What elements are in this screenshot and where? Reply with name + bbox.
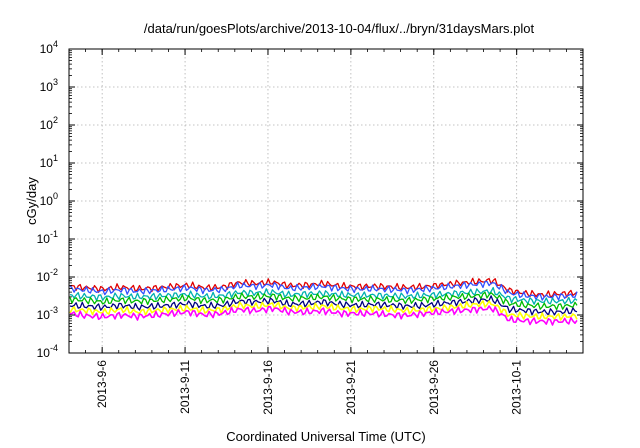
series-line-0	[69, 277, 578, 298]
y-tick-exponent: -2	[50, 267, 58, 277]
y-tick-exponent: 2	[53, 115, 58, 125]
y-tick-label: 10-2	[37, 267, 58, 284]
y-tick-exponent: 0	[53, 191, 58, 201]
x-axis-ticks: 2013-9-6 2013-9-11 2013-9-16 2013-9-21 2013-…	[85, 49, 567, 415]
y-axis-label: cGy/day	[24, 177, 39, 225]
x-tick-label: 2013-10-1	[510, 360, 524, 415]
y-tick-base: 10	[40, 80, 54, 94]
y-tick-label: 100	[40, 191, 58, 208]
series-line-1	[69, 280, 578, 301]
x-tick-label: 2013-9-16	[261, 360, 275, 415]
y-tick-exponent: 1	[53, 153, 58, 163]
y-tick-exponent: -4	[50, 343, 58, 353]
y-tick-base: 10	[37, 308, 51, 322]
y-tick-exponent: 3	[53, 77, 58, 87]
y-tick-base: 10	[40, 118, 54, 132]
x-tick-label: 2013-9-26	[427, 360, 441, 415]
y-tick-label: 101	[40, 153, 58, 170]
x-tick-label: 2013-9-21	[344, 360, 358, 415]
chart-title: /data/run/goesPlots/archive/2013-10-04/f…	[144, 21, 535, 36]
x-axis-label: Coordinated Universal Time (UTC)	[226, 429, 425, 444]
x-tick-label: 2013-9-6	[95, 360, 109, 408]
y-tick-label: 103	[40, 77, 58, 94]
y-tick-label: 10-4	[37, 343, 58, 360]
y-tick-base: 10	[40, 42, 54, 56]
x-tick-label: 2013-9-11	[178, 360, 192, 414]
y-tick-label: 104	[40, 39, 58, 56]
y-tick-base: 10	[40, 194, 54, 208]
series-line-4	[69, 295, 578, 316]
y-tick-exponent: -1	[50, 229, 58, 239]
series-line-6	[69, 305, 578, 326]
y-tick-base: 10	[40, 156, 54, 170]
y-tick-label: 10-1	[37, 229, 58, 246]
y-tick-exponent: 4	[53, 39, 58, 49]
y-tick-base: 10	[37, 346, 51, 360]
series-line-5	[69, 300, 578, 321]
series-line-3	[69, 291, 578, 311]
series-lines	[69, 277, 578, 326]
y-tick-exponent: -3	[50, 305, 58, 315]
y-tick-base: 10	[37, 270, 51, 284]
y-tick-label: 102	[40, 115, 58, 132]
y-tick-base: 10	[37, 232, 51, 246]
y-tick-label: 10-3	[37, 305, 58, 322]
